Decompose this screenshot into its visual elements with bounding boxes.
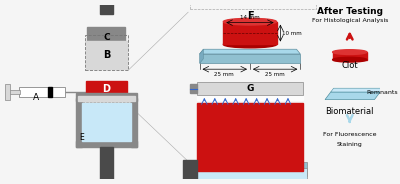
Text: 14 mm: 14 mm: [240, 15, 260, 20]
Text: 10 mm: 10 mm: [282, 31, 302, 36]
Polygon shape: [325, 92, 380, 100]
Bar: [100, 147, 113, 179]
Bar: [48, 87, 52, 97]
Bar: [184, 160, 197, 179]
Text: C: C: [103, 33, 110, 42]
Text: B: B: [103, 50, 110, 60]
Bar: [333, 52, 367, 60]
Bar: [131, 98, 137, 147]
Ellipse shape: [333, 50, 367, 54]
Bar: [100, 0, 113, 14]
Text: For Histological Analysis: For Histological Analysis: [312, 18, 388, 23]
Text: 25 mm: 25 mm: [265, 72, 284, 77]
Polygon shape: [200, 49, 203, 63]
Text: D: D: [102, 84, 110, 94]
Bar: [190, 84, 197, 93]
Ellipse shape: [333, 57, 367, 62]
Bar: [86, 41, 127, 69]
Text: Remnants: Remnants: [367, 89, 398, 95]
Bar: [86, 81, 127, 98]
Bar: [76, 98, 82, 147]
Text: F: F: [247, 11, 253, 21]
Text: Staining: Staining: [337, 142, 363, 147]
Text: Biomaterial: Biomaterial: [326, 107, 374, 116]
Bar: [76, 141, 137, 147]
Bar: [19, 87, 65, 97]
Bar: [223, 22, 276, 45]
Polygon shape: [200, 49, 300, 54]
Text: For Fluorescence: For Fluorescence: [323, 132, 376, 137]
Bar: [76, 93, 137, 100]
Text: After Testing: After Testing: [317, 7, 383, 16]
Text: Clot: Clot: [342, 61, 358, 70]
Text: G: G: [246, 84, 254, 93]
Polygon shape: [331, 88, 383, 92]
Bar: [84, 35, 128, 70]
Bar: [197, 95, 303, 100]
Ellipse shape: [223, 41, 276, 48]
Bar: [197, 82, 303, 95]
Text: E: E: [79, 133, 84, 142]
Bar: [200, 54, 300, 63]
Bar: [190, 0, 316, 9]
Bar: [8, 90, 20, 94]
Bar: [88, 27, 126, 48]
Bar: [197, 103, 303, 171]
Ellipse shape: [223, 18, 276, 25]
Bar: [193, 168, 307, 179]
Bar: [193, 162, 307, 176]
Bar: [5, 84, 10, 100]
Bar: [78, 96, 135, 100]
Text: A: A: [33, 93, 39, 102]
Bar: [82, 103, 131, 141]
Text: 25 mm: 25 mm: [214, 72, 234, 77]
